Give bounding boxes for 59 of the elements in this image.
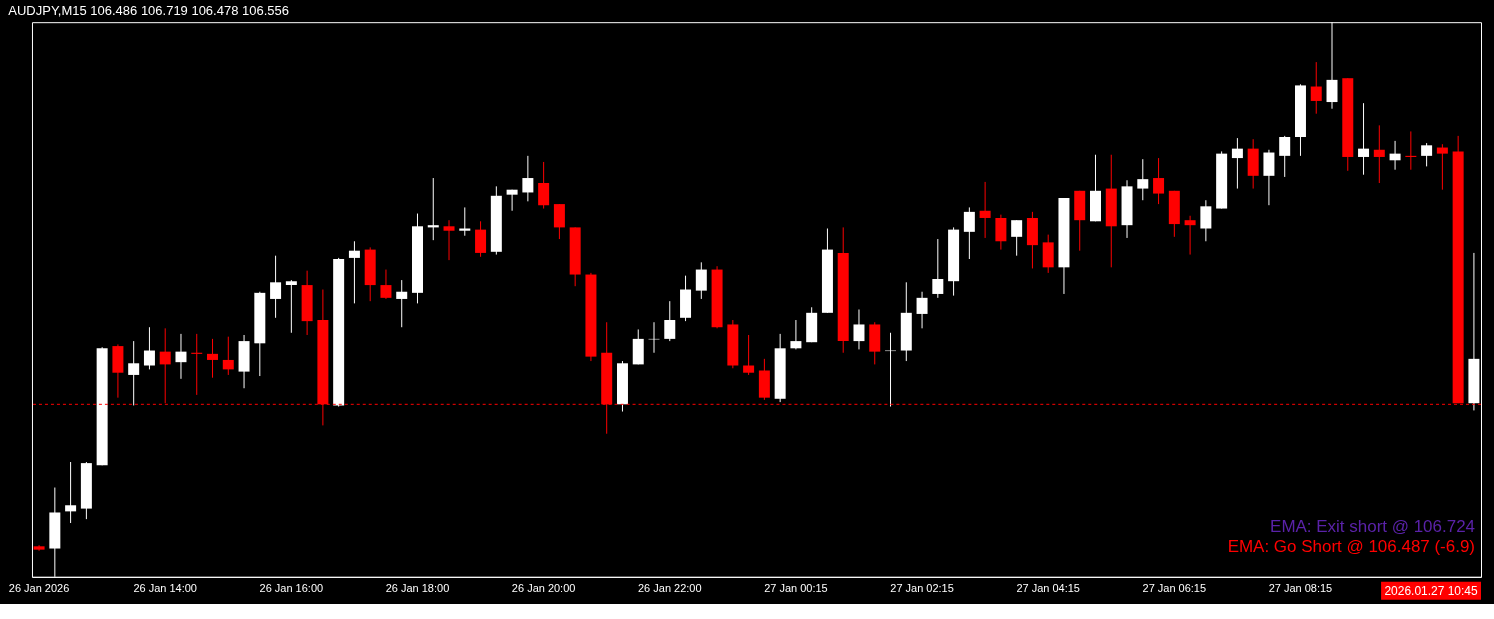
- x-tick-label: 26 Jan 2026: [8, 582, 70, 595]
- candlestick: [285, 279, 297, 334]
- candlestick: [853, 308, 865, 350]
- candlestick: [427, 177, 439, 241]
- candlestick: [1263, 149, 1275, 206]
- candlestick: [1436, 143, 1448, 191]
- x-tick-label: 27 Jan 08:15: [1268, 582, 1333, 595]
- candlestick: [348, 240, 360, 304]
- candlestick: [932, 238, 944, 299]
- x-tick-label: 27 Jan 06:15: [1142, 582, 1207, 595]
- candlestick: [143, 326, 155, 370]
- candlestick: [963, 206, 975, 260]
- candlestick: [128, 340, 140, 406]
- candlestick: [443, 219, 455, 261]
- candlestick: [1389, 140, 1401, 171]
- candlestick: [1310, 61, 1322, 115]
- candlestick: [1011, 219, 1023, 257]
- annotation: EMA: Go Short @ 106.487 (-6.9): [1227, 536, 1476, 556]
- chart-title: AUDJPY,M15 106.486 106.719 106.478 106.556: [8, 2, 289, 18]
- candlestick: [65, 461, 77, 524]
- x-tick-label: 26 Jan 18:00: [385, 582, 450, 595]
- candlestick: [1279, 135, 1291, 178]
- candlestick: [459, 206, 471, 237]
- x-tick-label: 27 Jan 02:15: [890, 582, 954, 595]
- x-tick-label: 26 Jan 22:00: [638, 582, 702, 595]
- candlestick: [695, 261, 707, 300]
- x-tick-label: 26 Jan 14:00: [133, 582, 197, 595]
- candlestick: [553, 203, 565, 240]
- candlestick: [380, 269, 392, 300]
- x-tick-label: 26 Jan 16:00: [259, 582, 324, 595]
- candlestick: [790, 319, 802, 350]
- candlestick: [743, 334, 755, 376]
- x-tick-label: 27 Jan 00:15: [764, 582, 828, 595]
- candlestick: [522, 155, 534, 202]
- candlestick: [175, 333, 187, 380]
- candlestick: [475, 220, 487, 258]
- candlestick: [995, 214, 1007, 251]
- x-tick-label: 27 Jan 04:15: [1016, 582, 1080, 595]
- candlestick: [396, 279, 408, 328]
- candlestick: [1231, 137, 1243, 190]
- candlestick: [664, 300, 676, 342]
- candlestick: [1405, 130, 1417, 171]
- candlestick: [222, 336, 234, 376]
- candlestick: [979, 181, 991, 239]
- candlestick: [1200, 199, 1212, 242]
- candlestick: [1184, 215, 1196, 256]
- annotation: EMA: Exit short @ 106.724: [1270, 516, 1476, 536]
- candlestick: [270, 255, 282, 319]
- candlestick: [1373, 124, 1385, 184]
- candlestick: [538, 161, 550, 210]
- candlestick: [916, 291, 928, 329]
- candlestick: [1358, 102, 1370, 176]
- candlestick: [191, 333, 203, 396]
- candlestick: [1153, 157, 1165, 205]
- text: 2026.01.27 10:45: [1384, 583, 1479, 598]
- x-tick-label: 26 Jan 20:00: [511, 582, 576, 595]
- candlestick: [1137, 158, 1149, 201]
- candlestick: [1421, 142, 1433, 167]
- candlestick: [207, 338, 219, 379]
